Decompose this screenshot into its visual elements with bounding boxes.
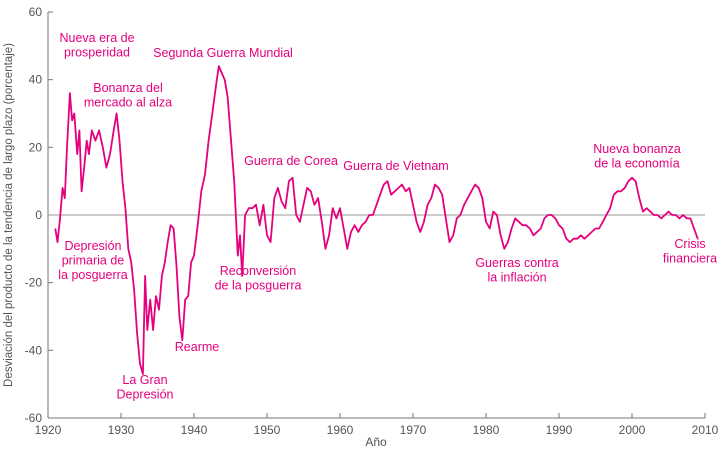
y-tick-label: 60: [29, 5, 43, 19]
annotation: Guerra de Vietnam: [343, 159, 448, 173]
annotation: la inflación: [487, 271, 546, 285]
x-tick-label: 1960: [327, 423, 354, 437]
x-tick-label: 1930: [108, 423, 135, 437]
y-axis-label: Desviación del producto de la tendencia …: [3, 43, 15, 387]
annotation: Crisis: [674, 237, 705, 251]
annotation: prosperidad: [64, 46, 130, 60]
annotation: Nueva era de: [59, 31, 134, 45]
data-line: [54, 65, 699, 375]
annotation: Guerra de Corea: [244, 154, 338, 168]
x-tick-label: 1940: [181, 423, 208, 437]
annotation: la posguerra: [58, 268, 128, 282]
annotation: Depresión: [117, 388, 174, 402]
x-tick-label: 2000: [619, 423, 646, 437]
annotation: Reconversión: [220, 264, 296, 278]
x-axis-label: Año: [365, 435, 387, 449]
annotation: de la economía: [594, 157, 680, 171]
x-tick-label: 1920: [35, 423, 62, 437]
annotation: Depresión: [65, 239, 122, 253]
x-tick-label: 1950: [254, 423, 281, 437]
x-tick-label: 1980: [473, 423, 500, 437]
x-tick-label: 2010: [692, 423, 719, 437]
annotation: Nueva bonanza: [593, 142, 681, 156]
annotation: Rearme: [175, 340, 220, 354]
y-tick-label: 0: [35, 208, 42, 222]
annotation: Guerras contra: [475, 256, 558, 270]
annotation: financiera: [663, 252, 717, 266]
annotation: de la posguerra: [215, 279, 302, 293]
annotation: mercado al alza: [84, 96, 172, 110]
y-tick-label: -20: [25, 276, 43, 290]
annotation: La Gran: [122, 373, 167, 387]
y-tick-label: 20: [29, 140, 43, 154]
y-tick-label: -60: [25, 411, 43, 425]
x-tick-label: 1970: [400, 423, 427, 437]
annotation: Bonanza del: [93, 81, 163, 95]
annotation: Segunda Guerra Mundial: [153, 46, 293, 60]
y-tick-label: -40: [25, 343, 43, 357]
annotation: primaria de: [62, 254, 125, 268]
x-tick-label: 1990: [546, 423, 573, 437]
y-tick-label: 40: [29, 73, 43, 87]
